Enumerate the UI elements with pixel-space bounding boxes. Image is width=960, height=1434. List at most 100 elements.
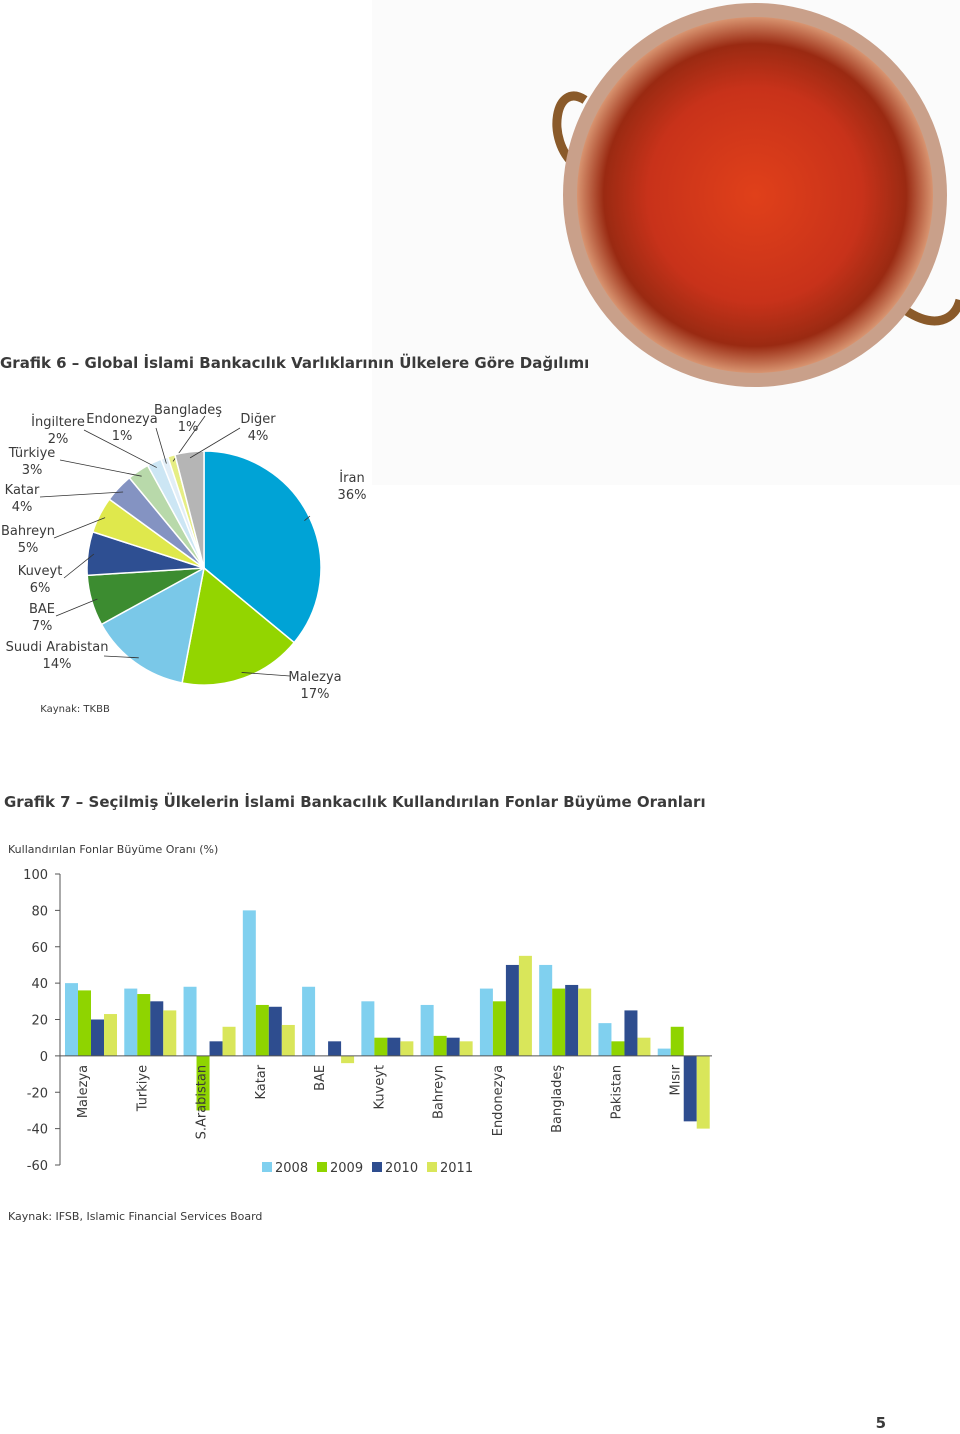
slice-label: Suudi Arabistan (6, 640, 109, 655)
y-tick-label: 100 (23, 868, 48, 883)
bar (479, 988, 493, 1056)
slice-value: 17% (301, 687, 330, 702)
slice-label: İran (339, 470, 364, 486)
slice-value: 1% (178, 420, 199, 435)
bar (611, 1041, 625, 1056)
slice-label: Malezya (288, 670, 341, 685)
y-tick-label: -40 (27, 1123, 48, 1138)
source-note: Kaynak: IFSB, Islamic Financial Services… (8, 1210, 262, 1223)
legend-swatch (427, 1162, 437, 1172)
legend-swatch (317, 1162, 327, 1172)
x-tick-label: Mısır (669, 1064, 684, 1095)
slice-value: 14% (43, 657, 72, 672)
page-number: 5 (876, 1414, 886, 1430)
legend-label: 2009 (330, 1161, 363, 1176)
pie-slice (203, 450, 322, 644)
leader-line (189, 427, 241, 459)
slice-label: Katar (5, 483, 40, 498)
bar (163, 1010, 177, 1056)
legend-swatch (372, 1162, 382, 1172)
bar (505, 964, 519, 1056)
bar (518, 955, 532, 1056)
y-tick-label: 60 (31, 941, 48, 956)
x-tick-label: Katar (254, 1064, 269, 1099)
x-tick-label: Turkiye (135, 1065, 150, 1112)
source-note: Kaynak: TKBB (40, 704, 110, 715)
bar (242, 910, 256, 1056)
bar (552, 988, 566, 1056)
leader-line (155, 427, 167, 464)
y-tick-label: 20 (31, 1014, 48, 1029)
x-tick-label: Kuveyt (372, 1065, 387, 1110)
bar (91, 1019, 104, 1056)
bar (150, 1001, 164, 1056)
bar (281, 1024, 295, 1056)
slice-value: 4% (248, 429, 269, 444)
y-tick-label: -60 (27, 1159, 48, 1174)
x-tick-label: Pakistan (609, 1065, 624, 1119)
slice-label: Türkiye (8, 446, 56, 461)
slice-label: Endonezya (86, 412, 157, 427)
slice-value: 36% (338, 488, 367, 503)
leader-line (39, 491, 124, 498)
legend-label: 2010 (385, 1161, 418, 1176)
bar (420, 1004, 434, 1056)
bar (65, 983, 78, 1056)
bar (124, 988, 138, 1056)
leader-line (241, 672, 291, 677)
bar (624, 1010, 638, 1056)
bar (637, 1037, 651, 1056)
chart-title: Grafik 7 – Seçilmiş Ülkelerin İslami Ban… (4, 792, 706, 811)
x-tick-label: BAE (313, 1065, 328, 1091)
axis-title: Kullandırılan Fonlar Büyüme Oranı (%) (8, 843, 218, 856)
slice-value: 2% (48, 432, 69, 447)
bar (78, 990, 91, 1056)
bar (598, 1023, 612, 1056)
pie-slice (181, 566, 296, 686)
bar (361, 1001, 375, 1056)
leader-line (53, 517, 106, 539)
bar (683, 1055, 697, 1122)
bar (222, 1026, 236, 1056)
bar (255, 1004, 269, 1056)
x-tick-label: Malezya (76, 1065, 91, 1118)
y-tick-label: 80 (31, 904, 48, 919)
leader-line (83, 429, 157, 468)
bar (328, 1041, 342, 1056)
slice-label: Bahreyn (1, 524, 55, 539)
pie-slice (173, 450, 205, 569)
bar (657, 1048, 671, 1056)
slice-value: 3% (22, 463, 43, 478)
bar (433, 1035, 447, 1056)
leader-line (63, 553, 95, 579)
slice-label: İngiltere (31, 414, 85, 430)
y-tick-label: -20 (27, 1086, 48, 1101)
bar (459, 1041, 473, 1056)
bar (565, 984, 579, 1056)
bar (670, 1026, 684, 1056)
legend-label: 2008 (275, 1161, 308, 1176)
bar (539, 964, 553, 1056)
slice-value: 4% (12, 500, 33, 515)
legend-swatch (262, 1162, 272, 1172)
bar (387, 1037, 401, 1056)
x-tick-label: S.Arabistan (195, 1065, 210, 1140)
bar (492, 1001, 506, 1056)
x-tick-label: Bahreyn (432, 1065, 447, 1119)
y-tick-label: 40 (31, 977, 48, 992)
x-tick-label: Bangladeş (550, 1065, 565, 1133)
leader-line (59, 459, 142, 477)
x-tick-label: Endonezya (491, 1065, 506, 1136)
bar (183, 986, 197, 1056)
bar (104, 1014, 117, 1056)
bar (302, 986, 316, 1056)
slice-value: 1% (112, 429, 133, 444)
slice-value: 5% (18, 541, 39, 556)
bar (446, 1037, 460, 1056)
leader-line (304, 515, 311, 522)
pie-slice (100, 566, 206, 684)
slice-label: Diğer (240, 412, 276, 427)
bar (196, 1055, 210, 1111)
leader-line (103, 655, 139, 659)
